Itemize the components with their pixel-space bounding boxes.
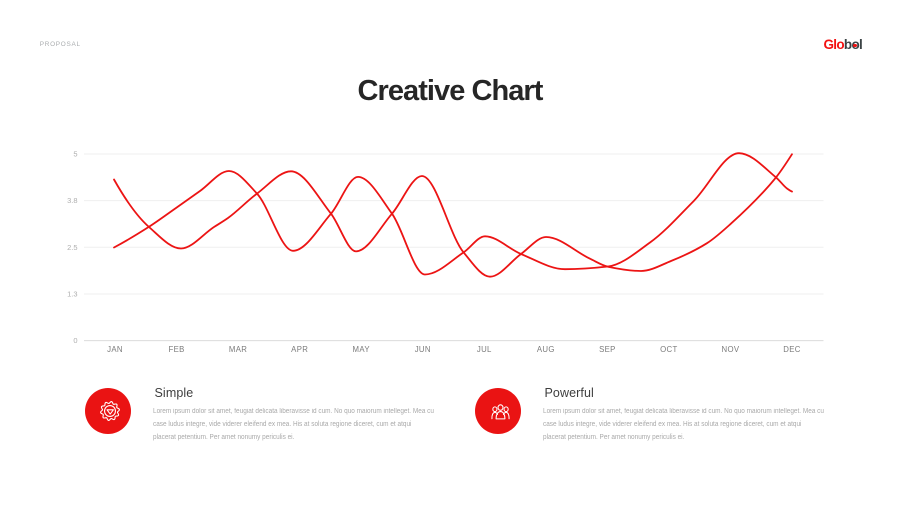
svg-text:JAN: JAN xyxy=(107,345,123,354)
svg-text:1.3: 1.3 xyxy=(67,290,77,299)
svg-text:AUG: AUG xyxy=(537,345,555,354)
svg-text:MAY: MAY xyxy=(353,345,371,354)
svg-text:3.8: 3.8 xyxy=(67,196,77,205)
svg-text:NOV: NOV xyxy=(722,345,740,354)
svg-text:2.5: 2.5 xyxy=(67,243,77,252)
svg-text:JUN: JUN xyxy=(415,345,431,354)
svg-text:MAR: MAR xyxy=(229,345,247,354)
svg-text:FEB: FEB xyxy=(168,345,184,354)
svg-text:5: 5 xyxy=(73,150,77,159)
svg-text:DEC: DEC xyxy=(783,345,801,354)
svg-text:OCT: OCT xyxy=(660,345,678,354)
svg-text:APR: APR xyxy=(291,345,308,354)
svg-text:SEP: SEP xyxy=(599,345,616,354)
svg-text:0: 0 xyxy=(73,336,77,345)
svg-text:JUL: JUL xyxy=(477,345,492,354)
